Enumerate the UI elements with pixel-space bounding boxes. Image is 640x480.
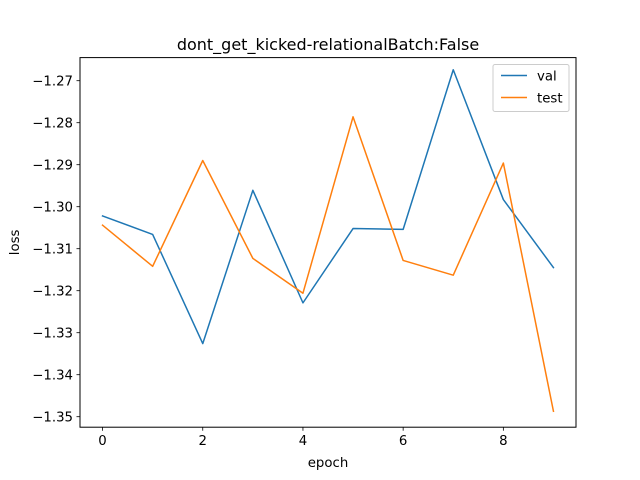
series-line-test	[101, 116, 555, 413]
plot-frame	[79, 57, 577, 428]
x-tick-label: 6	[399, 434, 407, 449]
y-tick-label: −1.35	[32, 411, 73, 426]
x-tick-label: 0	[98, 434, 106, 449]
chart-title: dont_get_kicked-relationalBatch:False	[177, 35, 479, 55]
y-tick-label: −1.29	[32, 159, 73, 174]
x-tick-label: 2	[199, 434, 207, 449]
y-tick-label: −1.27	[32, 75, 73, 90]
y-axis-label: loss	[8, 229, 23, 255]
y-tick-label: −1.28	[32, 117, 73, 132]
legend: val test	[492, 64, 570, 112]
series-line-val	[101, 69, 555, 345]
y-tick-label: −1.33	[32, 327, 73, 342]
y-tick-label: −1.31	[32, 243, 73, 258]
x-axis-label: epoch	[308, 456, 349, 471]
legend-label-test: test	[537, 91, 563, 106]
y-axis: −1.35 −1.34 −1.33 −1.32 −1.31 −1.30 −1.29 −1.28…	[32, 75, 80, 426]
legend-label-val: val	[537, 69, 557, 84]
series-layer	[101, 69, 555, 413]
y-tick-label: −1.32	[32, 285, 73, 300]
x-tick-label: 8	[499, 434, 507, 449]
y-tick-label: −1.34	[32, 369, 73, 384]
x-tick-label: 4	[299, 434, 307, 449]
y-tick-label: −1.30	[32, 201, 73, 216]
x-axis: 0 2 4 6 8	[98, 427, 508, 449]
